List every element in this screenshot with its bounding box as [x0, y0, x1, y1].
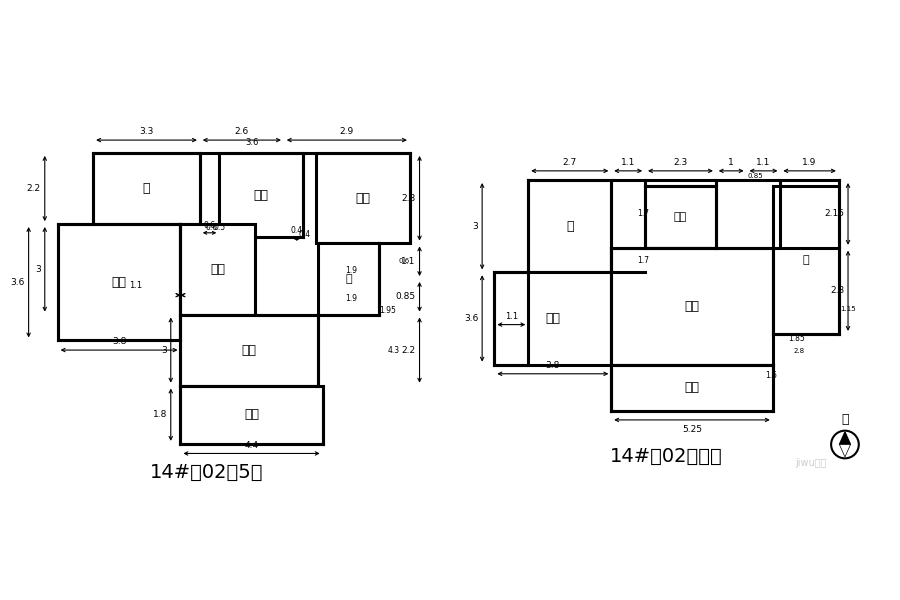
Text: 卫: 卫 — [566, 220, 573, 233]
Bar — [528, 180, 611, 272]
Text: 0.6: 0.6 — [203, 221, 216, 230]
Text: 2.7: 2.7 — [562, 158, 577, 167]
Bar — [316, 153, 410, 244]
Bar — [494, 272, 611, 365]
Text: 3.6: 3.6 — [11, 278, 24, 287]
Text: 2.8: 2.8 — [794, 348, 805, 354]
Bar — [181, 224, 255, 314]
Bar — [181, 386, 322, 444]
Text: 2.15: 2.15 — [824, 209, 844, 218]
Text: 书房: 书房 — [545, 312, 561, 325]
Text: 1.1: 1.1 — [756, 158, 770, 167]
Text: 卧室: 卧室 — [254, 188, 269, 202]
Bar — [773, 186, 839, 334]
Text: 3.8: 3.8 — [545, 361, 560, 370]
Text: 0.4: 0.4 — [299, 230, 310, 239]
Text: 1.7: 1.7 — [637, 209, 650, 218]
Text: 梯: 梯 — [345, 274, 352, 284]
Text: 餐厅: 餐厅 — [210, 263, 225, 276]
Text: 1.7: 1.7 — [637, 256, 650, 265]
Text: 1.8: 1.8 — [152, 410, 166, 419]
Text: 厨房: 厨房 — [356, 192, 371, 205]
Text: 1.9: 1.9 — [346, 266, 357, 275]
Circle shape — [831, 431, 859, 458]
Bar — [318, 244, 379, 314]
Text: 14#楼02室5层: 14#楼02室5层 — [149, 463, 263, 482]
Text: 1.1: 1.1 — [621, 158, 635, 167]
Bar — [611, 365, 773, 410]
Text: 0.6: 0.6 — [205, 223, 217, 232]
Bar — [611, 248, 773, 365]
Text: 1: 1 — [728, 158, 734, 167]
Text: 1.9: 1.9 — [346, 294, 357, 303]
Bar — [220, 153, 303, 237]
Text: 3.3: 3.3 — [140, 127, 154, 136]
Text: 2.3: 2.3 — [673, 158, 688, 167]
Text: 1.1: 1.1 — [401, 257, 416, 266]
Text: 2.6: 2.6 — [235, 127, 249, 136]
Bar — [58, 224, 181, 340]
Text: 4.4: 4.4 — [245, 440, 258, 449]
Text: 梯: 梯 — [803, 255, 809, 265]
Text: jiwu吉屋: jiwu吉屋 — [796, 458, 827, 468]
Text: 衣帽: 衣帽 — [674, 212, 687, 222]
Text: 14#楼02室跃层: 14#楼02室跃层 — [610, 448, 723, 466]
Text: 0.85: 0.85 — [748, 173, 763, 179]
Text: 0.5: 0.5 — [213, 223, 225, 232]
Text: 1.15: 1.15 — [841, 306, 856, 312]
Text: 1.95: 1.95 — [379, 307, 396, 316]
Bar — [94, 153, 200, 224]
Text: 1.1: 1.1 — [505, 312, 518, 321]
Text: 3: 3 — [472, 222, 479, 231]
Text: 0.4: 0.4 — [291, 226, 302, 235]
Text: 客厅: 客厅 — [241, 344, 256, 356]
Text: 2.2: 2.2 — [27, 184, 40, 193]
Polygon shape — [840, 445, 850, 457]
Text: 1.5: 1.5 — [765, 371, 777, 380]
Text: 3.6: 3.6 — [245, 137, 258, 146]
Text: 2.9: 2.9 — [339, 127, 354, 136]
Text: 半阳: 半阳 — [685, 381, 699, 394]
Text: 2.3: 2.3 — [830, 286, 844, 295]
Text: 卧室: 卧室 — [112, 276, 127, 289]
Text: 3: 3 — [161, 346, 166, 355]
Polygon shape — [840, 432, 850, 445]
Text: 2.8: 2.8 — [401, 194, 416, 203]
Text: 0.6: 0.6 — [399, 258, 410, 264]
Text: 1.85: 1.85 — [788, 334, 805, 343]
Text: 4.3: 4.3 — [387, 346, 400, 355]
Bar — [181, 314, 318, 386]
Text: 3.6: 3.6 — [464, 314, 479, 323]
Text: 0.85: 0.85 — [395, 292, 416, 301]
Text: 卧室: 卧室 — [685, 299, 699, 313]
Text: 5.25: 5.25 — [682, 425, 702, 434]
Text: 1.1: 1.1 — [129, 281, 142, 290]
Bar — [645, 186, 716, 248]
Text: 卫: 卫 — [143, 182, 150, 195]
Text: 2.2: 2.2 — [401, 346, 416, 355]
Text: 3: 3 — [35, 265, 40, 274]
Text: 半阳: 半阳 — [244, 408, 259, 421]
Text: 北: 北 — [842, 413, 849, 426]
Text: 1.9: 1.9 — [803, 158, 817, 167]
Text: 3.8: 3.8 — [112, 337, 126, 346]
